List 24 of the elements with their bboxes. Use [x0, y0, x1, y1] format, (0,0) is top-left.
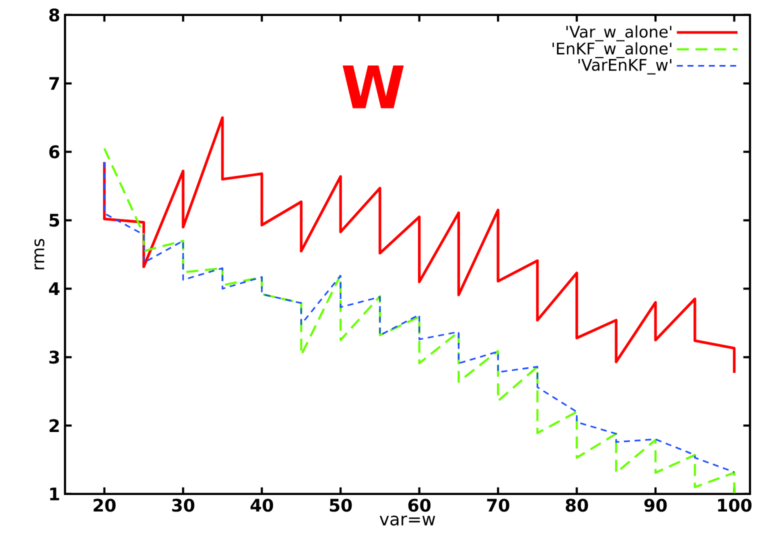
y-axis-title: rms — [34, 238, 44, 270]
x-tick-label: 60 — [408, 498, 431, 512]
x-tick-label: 40 — [250, 498, 274, 512]
text: W — [342, 65, 404, 108]
x-axis-title: var=w — [380, 516, 436, 526]
legend-label: 'Var_w_alone' — [566, 25, 672, 42]
legend-label: 'EnKF_w_alone' — [552, 42, 672, 58]
x-tick-label: 30 — [172, 498, 194, 512]
x-tick-label: 70 — [487, 498, 510, 512]
legend-label: 'VarEnKF_w' — [578, 59, 672, 74]
y-tick-label: 2 — [50, 419, 59, 432]
y-tick-label: 3 — [49, 350, 59, 364]
y-tick-label: 6 — [49, 145, 60, 158]
y-tick-label: 5 — [50, 214, 60, 227]
y-tick-label: 1 — [50, 488, 60, 500]
x-tick-label: 20 — [94, 498, 116, 512]
x-tick-label: 90 — [644, 498, 667, 512]
x-tick-label: 100 — [718, 498, 752, 512]
line-series — [103, 116, 736, 374]
y-tick-label: 7 — [49, 77, 59, 90]
x-tick-label: 80 — [566, 498, 588, 512]
y-tick-label: 4 — [49, 282, 60, 296]
y-tick-label: 8 — [49, 8, 60, 22]
x-tick-label: 50 — [330, 498, 352, 512]
